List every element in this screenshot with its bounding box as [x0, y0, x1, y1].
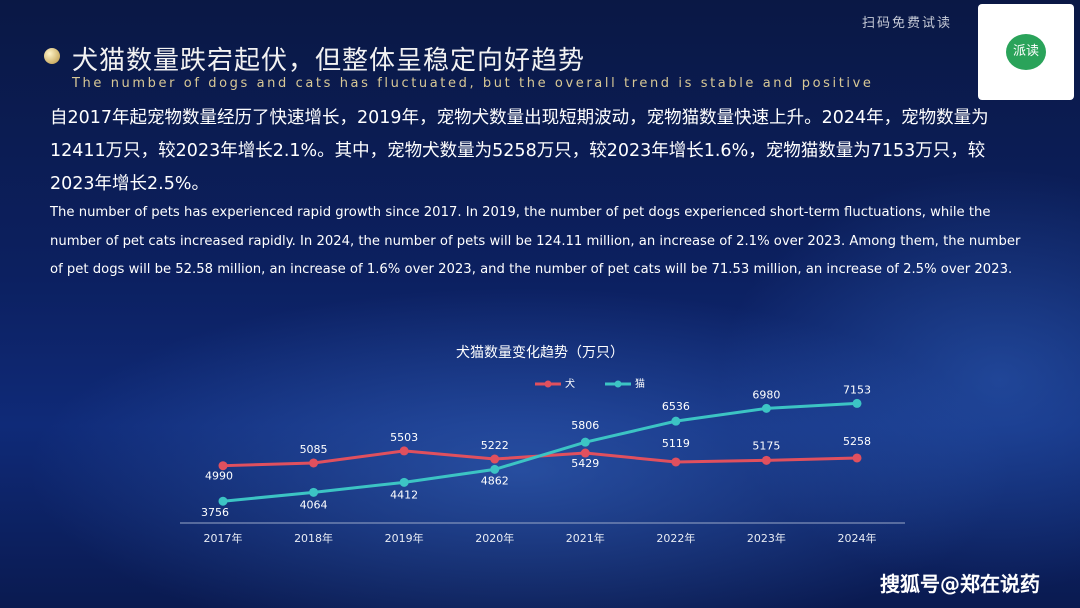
data-label: 4990: [205, 470, 233, 483]
data-label: 4064: [300, 498, 328, 511]
subtitle: The number of dogs and cats has fluctuat…: [72, 76, 874, 91]
legend-label: 犬: [565, 377, 575, 390]
series-line: [222, 401, 858, 503]
data-label: 3756: [201, 506, 229, 519]
data-point: [218, 496, 228, 506]
data-label: 6980: [752, 388, 780, 401]
x-tick-label: 2024年: [838, 531, 877, 545]
data-point: [490, 454, 500, 464]
data-point: [218, 461, 228, 471]
promo: 扫码免费试读: [862, 16, 953, 31]
data-point: [852, 398, 862, 408]
chart-title: 犬猫数量变化趋势（万只）: [456, 345, 624, 361]
x-tick-label: 2020年: [475, 531, 514, 545]
legend-label: 猫: [635, 377, 645, 390]
data-point: [399, 477, 409, 487]
data-label: 5085: [300, 443, 328, 456]
data-label: 5806: [571, 419, 599, 432]
data-label: 5175: [752, 439, 780, 452]
legend-marker: [544, 380, 552, 388]
legend-marker: [614, 380, 622, 388]
data-point: [580, 448, 590, 458]
data-point: [580, 437, 590, 447]
data-point: [671, 416, 681, 426]
data-point: [399, 446, 409, 456]
title: 犬猫数量跌宕起伏，但整体呈稳定向好趋势: [72, 46, 586, 76]
data-point: [309, 487, 319, 497]
qr-logo: 派读: [1006, 34, 1046, 70]
data-label: 7153: [843, 383, 871, 396]
data-point: [490, 464, 500, 474]
x-tick-label: 2019年: [385, 531, 424, 545]
data-point: [761, 403, 771, 413]
data-label: 4412: [390, 488, 418, 501]
data-label: 4862: [481, 474, 509, 487]
qr-code: 派读: [978, 4, 1074, 100]
data-label: 5119: [662, 437, 690, 450]
data-point: [761, 455, 771, 465]
x-tick-label: 2018年: [294, 531, 333, 545]
x-tick-label: 2017年: [204, 531, 243, 545]
x-tick-label: 2022年: [656, 531, 695, 545]
watermark: 搜狐号@郑在说药: [880, 572, 1040, 596]
data-label: 5222: [481, 439, 509, 452]
data-label: 5429: [571, 457, 599, 470]
x-tick-label: 2021年: [566, 531, 605, 545]
data-point: [852, 453, 862, 463]
description-zh: 自2017年起宠物数量经历了快速增长，2019年，宠物犬数量出现短期波动，宠物猫…: [50, 108, 989, 194]
data-label: 5258: [843, 435, 871, 448]
title-bullet: [44, 48, 60, 64]
data-point: [671, 457, 681, 467]
data-label: 6536: [662, 400, 690, 413]
data-label: 5503: [390, 431, 418, 444]
data-point: [309, 458, 319, 468]
description-en: The number of pets has experienced rapid…: [50, 205, 1021, 277]
x-tick-label: 2023年: [747, 531, 786, 545]
